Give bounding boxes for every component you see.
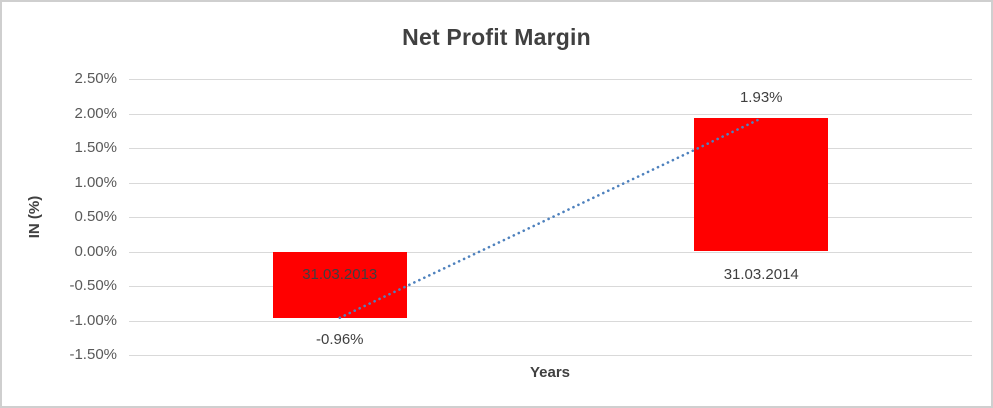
gridline: [129, 113, 972, 115]
y-axis-tick-label: 2.50%: [74, 70, 117, 87]
gridline: [129, 286, 972, 287]
gridline: [129, 217, 972, 218]
gridline: [129, 182, 972, 184]
y-axis-tick-label: 2.00%: [74, 104, 117, 122]
gridline: [129, 148, 972, 149]
y-axis-tick-label: 1.00%: [74, 173, 117, 191]
category-label: 31.03.2013: [302, 265, 378, 283]
data-label: 1.93%: [739, 89, 783, 107]
gridline: [129, 355, 972, 356]
y-axis-tick-label: 0.50%: [74, 208, 117, 225]
bar-31.03.2014: [694, 118, 829, 252]
chart-title: Net Profit Margin: [402, 24, 591, 50]
y-axis-tick-label: -1.50%: [69, 346, 117, 363]
x-axis-title: Years: [529, 364, 571, 381]
y-axis-tick-label: 0.00%: [74, 242, 117, 260]
gridline: [129, 79, 972, 80]
data-label: -0.96%: [315, 330, 364, 348]
gridline: [129, 251, 972, 253]
y-axis-tick-label: -1.00%: [69, 311, 117, 329]
category-label: 31.03.2014: [723, 265, 799, 283]
plot-area: [129, 79, 972, 356]
y-axis-tick-label: 1.50%: [74, 139, 117, 156]
gridline: [129, 320, 972, 322]
y-axis-tick-label: -0.50%: [69, 277, 117, 294]
bar-31.03.2013: [272, 251, 407, 318]
